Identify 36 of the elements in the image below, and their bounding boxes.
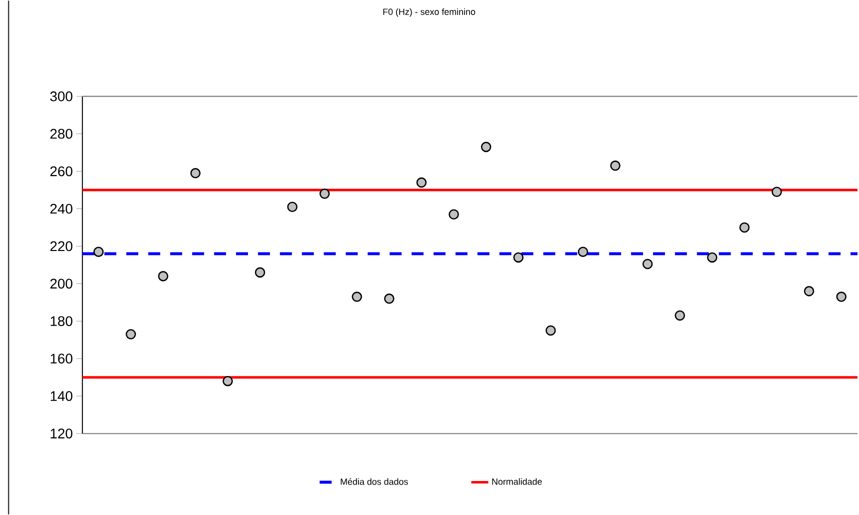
point [352, 292, 362, 302]
y-tick-label: 140 [50, 391, 72, 402]
point [739, 222, 750, 233]
point [707, 252, 718, 263]
legend-label: Normalidade [492, 478, 542, 485]
point [448, 209, 459, 220]
point [93, 246, 104, 258]
y-tick-label: 180 [50, 316, 72, 326]
legend-label: Média dos dados [340, 478, 408, 485]
point [416, 177, 427, 188]
point [384, 294, 394, 304]
y-tick-label: 240 [50, 204, 72, 214]
point [126, 329, 136, 340]
y-tick-label: 120 [50, 428, 72, 438]
point [222, 376, 233, 386]
point [772, 186, 782, 198]
y-tick-label: 200 [50, 278, 72, 289]
point [674, 310, 686, 321]
point [480, 142, 492, 152]
y-tick-label: 280 [50, 128, 72, 139]
point [642, 258, 653, 270]
point [578, 246, 588, 258]
point [804, 286, 814, 296]
point [287, 202, 298, 212]
point [513, 252, 524, 263]
y-tick-label: 220 [50, 241, 72, 252]
point [158, 271, 168, 282]
point [319, 188, 330, 199]
y-tick-label: 260 [50, 166, 72, 176]
point [610, 160, 620, 171]
chart-title: F0 (Hz) - sexo feminino [383, 8, 476, 17]
y-tick-label: 160 [50, 354, 72, 364]
point [190, 168, 201, 178]
y-tick-label: 300 [50, 91, 72, 102]
point [254, 267, 266, 278]
point [546, 325, 556, 336]
